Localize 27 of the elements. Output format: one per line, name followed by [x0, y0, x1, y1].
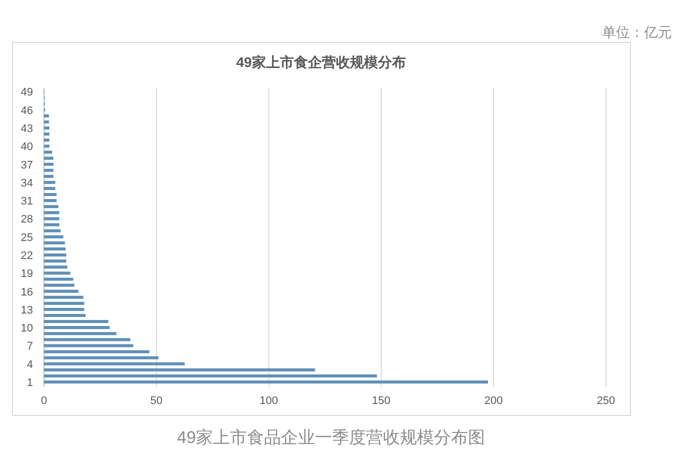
x-tick-label: 0	[40, 395, 48, 407]
x-tick-label: 100	[260, 395, 278, 407]
annotation: 单位：亿元	[602, 24, 672, 40]
y-tick-label: 31	[20, 196, 33, 208]
y-tick-label: 40	[20, 141, 33, 154]
y-tick-label: 49	[20, 86, 33, 99]
y-tick-label: 34	[20, 177, 33, 190]
y-tick-label: 43	[20, 123, 33, 136]
plot: 0 50 100 150 200 250 49 46 43 40 37 34 31 28 25 22 19 16 13 10 7 4 1	[20, 86, 616, 407]
y-tick-label: 1	[26, 376, 33, 389]
y-tick-label: 25	[20, 232, 33, 244]
title: 49家上市食企营收规模分布	[236, 54, 406, 70]
y-tick-label: 19	[20, 268, 33, 280]
y-tick-label: 10	[20, 322, 33, 335]
x-tick-label: 250	[596, 395, 616, 407]
annotation: 49家上市食品企业一季度营收规模分布图	[177, 428, 485, 447]
y-tick-label: 13	[20, 304, 33, 316]
x-tick-label: 150	[372, 395, 390, 407]
x-tick-label: 50	[150, 395, 163, 407]
y-tick-label: 16	[20, 286, 33, 298]
y-tick-label: 4	[26, 358, 33, 371]
y-tick-label: 46	[20, 104, 33, 117]
x-tick-label: 200	[484, 395, 503, 407]
y-tick-label: 7	[26, 340, 33, 353]
y-tick-label: 28	[20, 214, 33, 226]
y-tick-label: 37	[20, 159, 33, 172]
y-tick-label: 22	[20, 250, 33, 262]
